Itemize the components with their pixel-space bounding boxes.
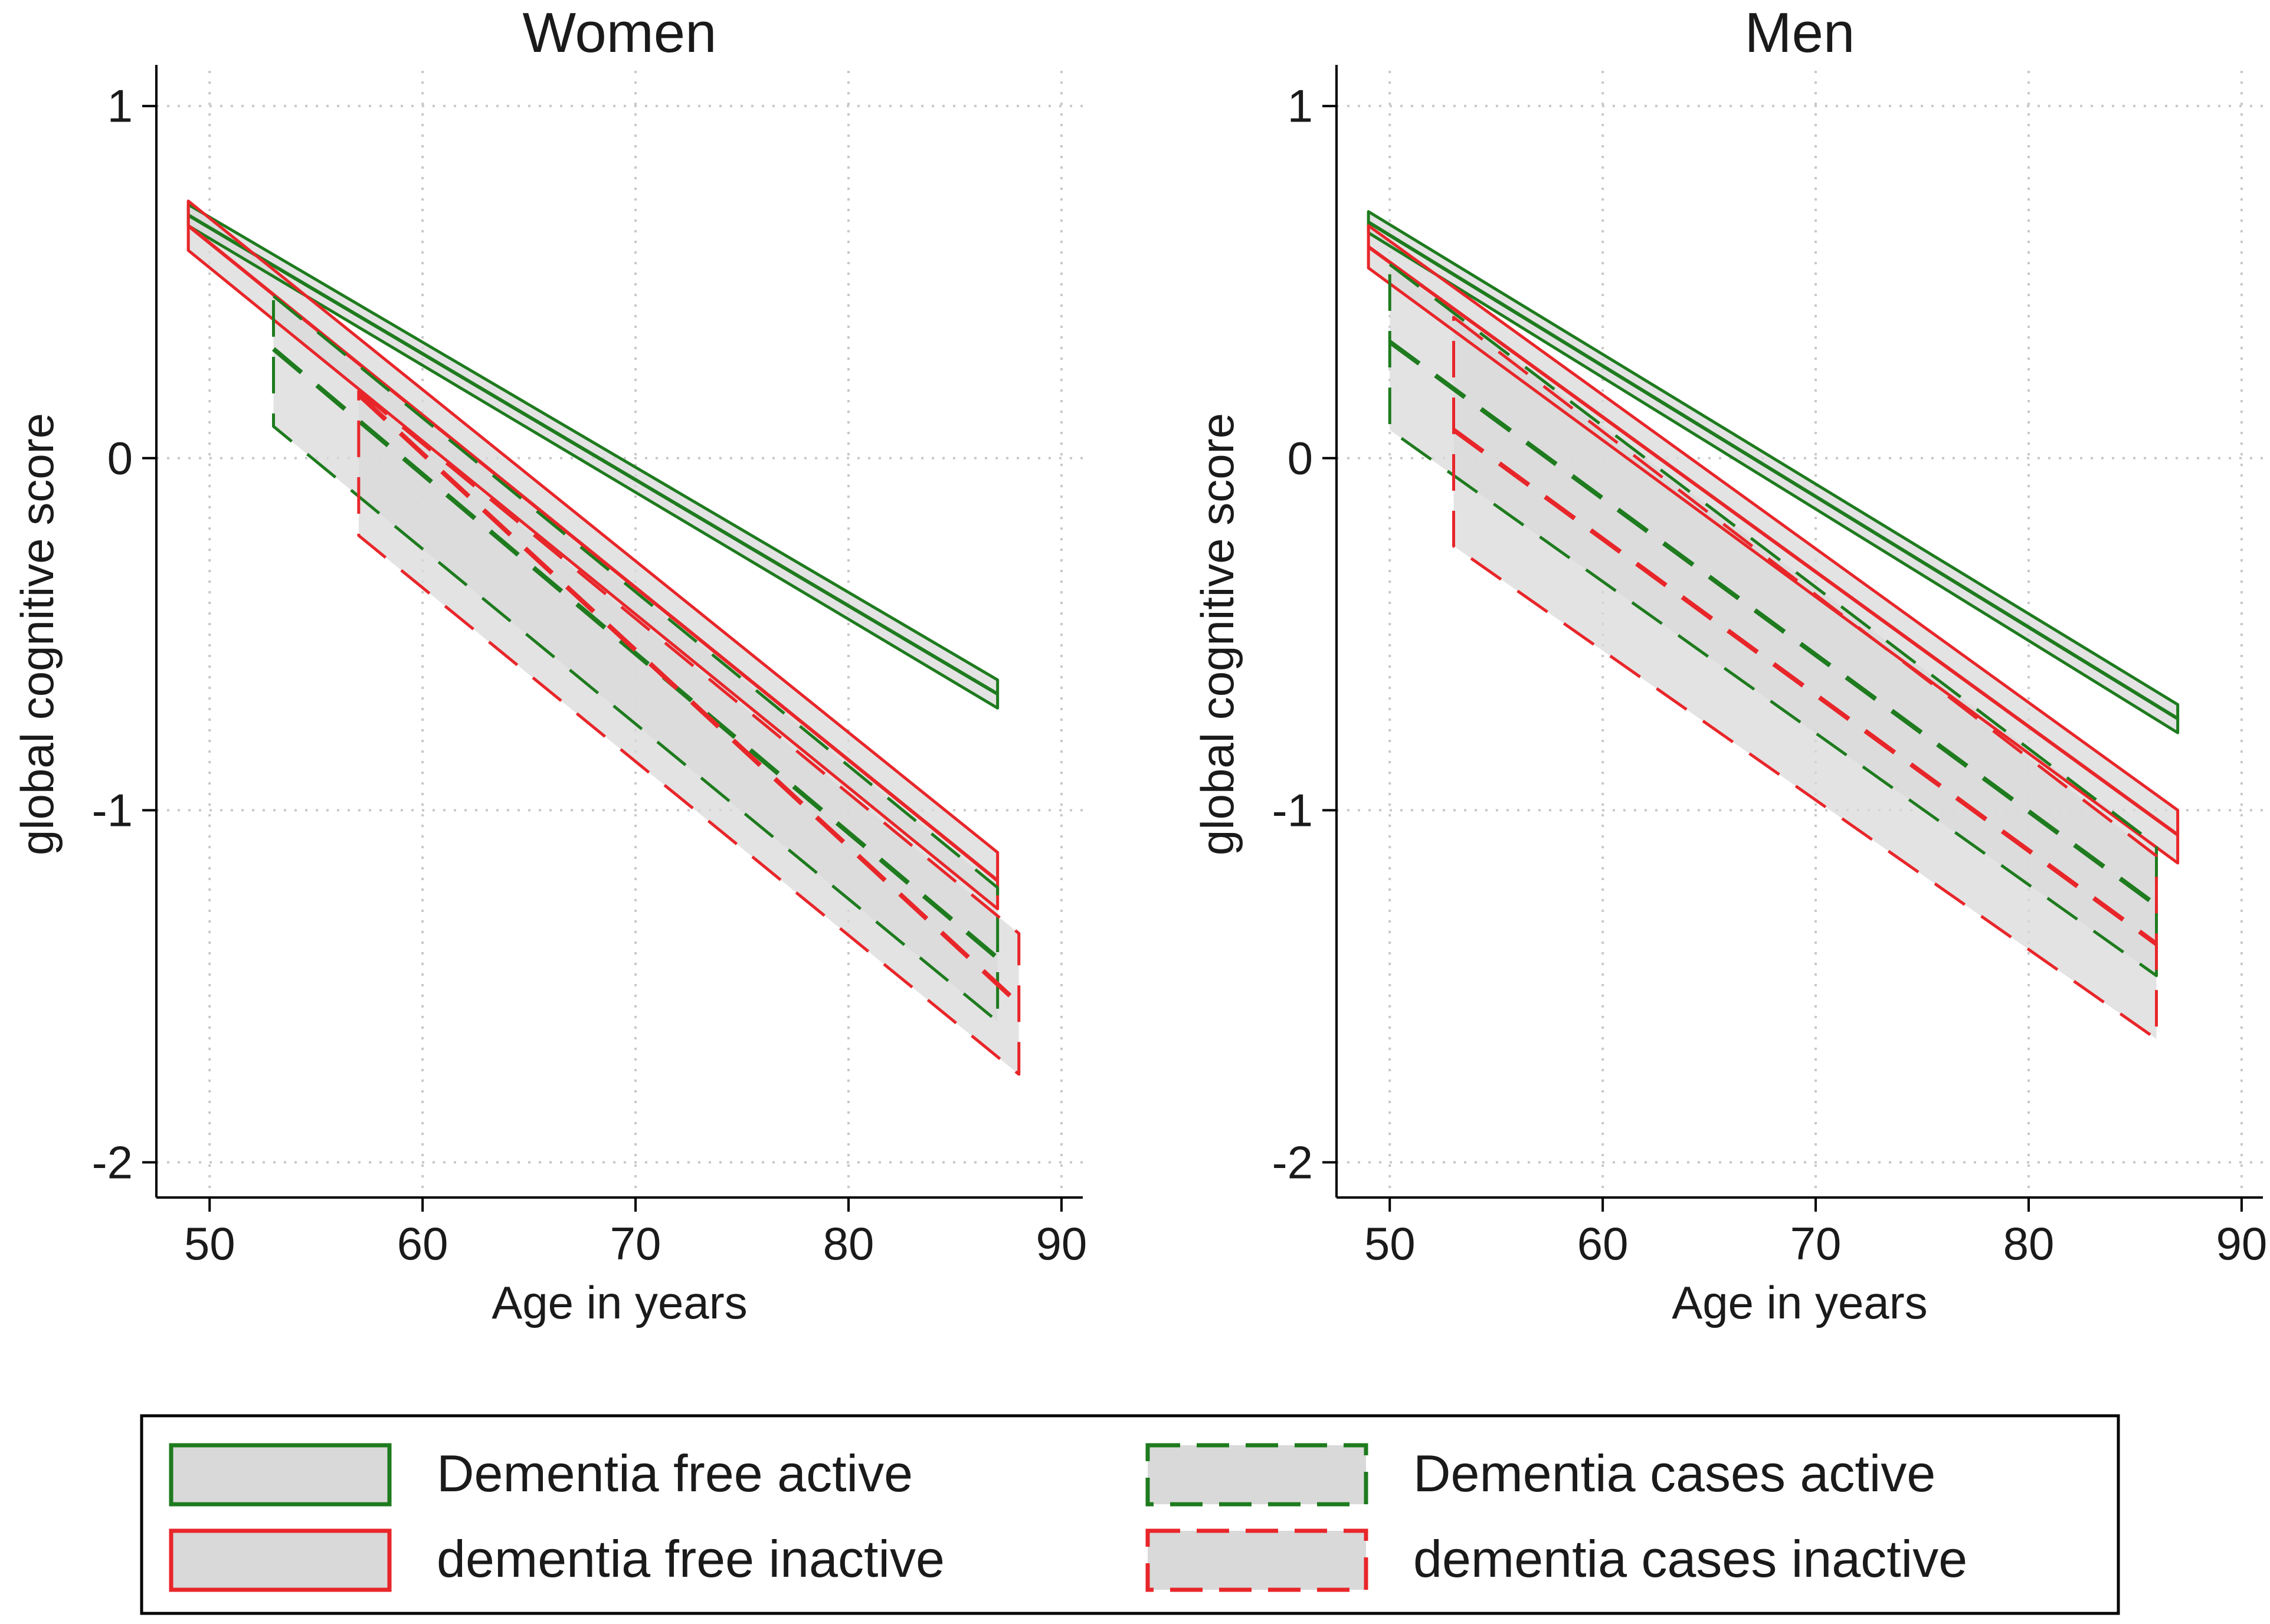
men-ytick-label--1: -1 xyxy=(1272,784,1313,836)
panel-women: 50 60 70 80 90 1 0 -1 -2 Women Age in years global … xyxy=(11,1,1087,1328)
men-band-outline-dementia-cases-active xyxy=(1388,263,2158,977)
men-band-dementia-free-inactive xyxy=(1368,225,2178,863)
men-line-dementia-free-inactive xyxy=(1367,245,2179,836)
women-xtick-label-60: 60 xyxy=(397,1218,448,1269)
women-ytick-label--2: -2 xyxy=(92,1136,133,1188)
women-ytick-label-1: 1 xyxy=(107,80,133,132)
legend-swatch-dementia-cases-inactive xyxy=(1145,1528,1368,1592)
legend-label-dementia-cases-active: Dementia cases active xyxy=(1413,1444,1935,1502)
men-band-outline-dementia-free-inactive xyxy=(1367,224,2180,865)
legend-label-dementia-cases-inactive: dementia cases inactive xyxy=(1413,1530,1967,1588)
women-xlabel: Age in years xyxy=(492,1277,748,1328)
men-band-outline-dementia-cases-inactive xyxy=(1452,316,2158,1041)
women-xtick-label-90: 90 xyxy=(1036,1218,1087,1269)
legend: Dementia free active Dementia cases activ… xyxy=(140,1414,2120,1615)
women-line-dementia-free-active xyxy=(187,214,999,696)
men-xtick-label-50: 50 xyxy=(1364,1218,1416,1269)
men-xtick-label-80: 80 xyxy=(2003,1218,2055,1269)
legend-swatch-dementia-cases-active xyxy=(1145,1443,1368,1507)
panel-men: 50 60 70 80 90 1 0 -1 -2 Men Age in years global co… xyxy=(1191,1,2267,1328)
women-line-dementia-cases-inactive xyxy=(357,393,1021,1006)
men-xtick-label-60: 60 xyxy=(1577,1218,1629,1269)
women-xtick-label-70: 70 xyxy=(610,1218,661,1269)
women-xtick-label-80: 80 xyxy=(823,1218,874,1269)
legend-label-dementia-free-active: Dementia free active xyxy=(437,1444,913,1502)
men-ytick-label-0: 0 xyxy=(1288,432,1313,484)
legend-box xyxy=(140,1414,2120,1615)
men-line-dementia-cases-inactive xyxy=(1452,428,2158,946)
men-xtick-label-90: 90 xyxy=(2216,1218,2268,1269)
men-ytick-label--2: -2 xyxy=(1272,1136,1313,1188)
panels: 50 60 70 80 90 1 0 -1 -2 Women Age in years global … xyxy=(11,1,2267,1328)
women-band-outline-dementia-cases-inactive xyxy=(357,389,1021,1076)
men-xtick-label-70: 70 xyxy=(1790,1218,1842,1269)
men-band-dementia-cases-inactive xyxy=(1453,317,2157,1039)
women-band-outline-dementia-cases-active xyxy=(272,294,1000,1023)
women-title: Women xyxy=(522,1,716,64)
women-ytick-label-0: 0 xyxy=(107,432,133,484)
women-ylabel: global cognitive score xyxy=(11,413,63,855)
men-title: Men xyxy=(1745,1,1855,64)
men-xlabel: Age in years xyxy=(1672,1277,1928,1328)
women-line-dementia-cases-active xyxy=(271,347,1000,960)
men-line-dementia-cases-active xyxy=(1388,340,2158,907)
men-ylabel: global cognitive score xyxy=(1191,413,1243,855)
women-xtick-label-50: 50 xyxy=(184,1218,235,1269)
men-ytick-label-1: 1 xyxy=(1288,80,1313,132)
women-band-outline-dementia-free-inactive xyxy=(186,199,1000,911)
women-ytick-label--1: -1 xyxy=(92,784,133,836)
legend-label-dementia-free-inactive: dementia free inactive xyxy=(437,1530,945,1588)
legend-swatch-dementia-free-active xyxy=(169,1443,392,1507)
men-line-dementia-free-active xyxy=(1367,221,2179,720)
legend-swatch-dementia-free-inactive xyxy=(169,1528,392,1592)
